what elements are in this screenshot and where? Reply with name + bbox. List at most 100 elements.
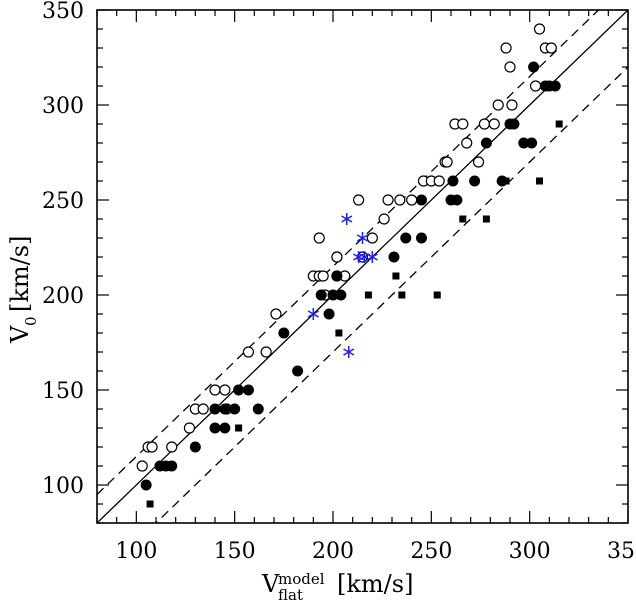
y-tick-label: 300	[42, 94, 84, 119]
open-circle-point	[472, 156, 485, 168]
x-tick-label: 250	[410, 539, 452, 564]
open-circle-point	[209, 384, 221, 396]
x-axis-title: V model flat [km/s]	[261, 570, 413, 604]
filled-circle-point	[508, 118, 520, 130]
filled-circle-point	[166, 460, 178, 472]
x-tick-label: 100	[115, 539, 157, 564]
filled-square-point	[235, 424, 243, 432]
filled-circle-point	[189, 441, 201, 453]
filled-square-point	[398, 291, 406, 299]
y-axis-title-subscript: 0	[22, 316, 40, 326]
open-circle-point	[506, 99, 518, 111]
identity-line	[97, 10, 628, 523]
open-circle-point	[146, 441, 158, 453]
filled-circle-point	[526, 137, 538, 149]
open-circle-point	[378, 213, 390, 225]
open-circle-point	[197, 403, 209, 415]
open-circle-point	[317, 270, 329, 282]
filled-circle-point	[140, 479, 152, 491]
x-axis-title-main: V	[261, 570, 280, 598]
filled-square-point	[364, 291, 372, 299]
y-tick-label: 350	[42, 0, 84, 24]
open-circle-point	[488, 118, 500, 130]
x-axis-title-superscript: model	[278, 570, 325, 588]
filled-circle-point	[252, 403, 264, 415]
filled-circle-point	[233, 384, 245, 396]
asterisk-point	[343, 346, 355, 358]
open-circle-point	[136, 460, 148, 472]
open-circle-point	[331, 251, 343, 263]
filled-circle-point	[278, 327, 290, 339]
open-circle-point	[242, 346, 255, 358]
filled-circle-point	[315, 289, 327, 301]
y-tick-label: 250	[42, 189, 84, 214]
filled-circle-point	[219, 422, 231, 434]
reference-lines	[97, 10, 628, 523]
x-axis-title-units: [km/s]	[337, 570, 413, 598]
dashed-reference-line	[97, 10, 600, 495]
filled-circle-point	[416, 194, 427, 206]
y-axis-title-main: V	[6, 325, 34, 344]
filled-circle-point	[209, 422, 221, 434]
data-points	[136, 23, 563, 508]
filled-square-point	[536, 177, 543, 185]
filled-circle-point	[219, 403, 231, 415]
open-circle-point	[352, 194, 365, 206]
open-circle-point	[260, 346, 272, 358]
open-circle-point	[529, 80, 542, 92]
filled-circle-point	[416, 232, 427, 244]
asterisk-point	[341, 213, 353, 225]
filled-circle-point	[242, 384, 254, 396]
y-axis-title-units: [km/s]	[6, 236, 34, 312]
open-circle-point	[441, 156, 453, 168]
filled-square-point	[146, 500, 154, 508]
y-axis-title: V 0 [km/s]	[6, 236, 40, 344]
filled-circle-point	[292, 365, 304, 377]
open-circle-point	[545, 42, 557, 54]
filled-circle-point	[528, 61, 540, 73]
open-circle-point	[219, 384, 231, 396]
open-circle-point	[478, 118, 491, 130]
open-circle-point	[382, 194, 394, 206]
filled-square-point	[433, 291, 441, 299]
y-tick-label: 150	[42, 379, 84, 404]
filled-square-point	[482, 215, 490, 223]
open-circle-point	[183, 422, 196, 434]
asterisk-point	[307, 308, 319, 320]
filled-circle-point	[229, 403, 241, 415]
x-tick-label: 300	[509, 539, 551, 564]
asterisk-point	[366, 251, 378, 263]
open-circle-point	[313, 232, 325, 244]
open-circle-point	[457, 118, 469, 130]
plot-frame	[96, 9, 629, 524]
x-tick-label: 200	[312, 539, 354, 564]
filled-circle-point	[469, 175, 481, 187]
x-tick-label: 350	[607, 539, 636, 564]
filled-circle-point	[388, 251, 400, 263]
open-circle-point	[270, 308, 282, 320]
asterisk-point	[356, 232, 369, 244]
open-circle-point	[533, 23, 546, 35]
filled-circle-point	[447, 175, 459, 187]
filled-circle-point	[323, 308, 335, 320]
filled-square-point	[392, 272, 400, 280]
filled-circle-point	[335, 289, 347, 301]
filled-circle-point	[480, 137, 492, 149]
filled-circle-point	[451, 194, 463, 206]
open-circle-point	[166, 441, 178, 453]
open-circle-point	[500, 42, 512, 54]
open-circle-point	[492, 99, 504, 111]
open-circle-point	[394, 194, 406, 206]
filled-circle-point	[400, 232, 412, 244]
open-circle-point	[433, 175, 445, 187]
open-circle-point	[461, 137, 473, 149]
filled-circle-point	[209, 403, 221, 415]
dashed-reference-line	[155, 66, 628, 523]
y-tick-label: 200	[42, 284, 84, 309]
y-tick-label: 100	[42, 474, 84, 499]
filled-circle-point	[331, 270, 343, 282]
axis-ticks	[96, 9, 629, 524]
x-axis-title-subscript: flat	[278, 586, 303, 604]
tick-labels: 100 150 200 250 300 350 100 150 200 250 300 350	[42, 0, 636, 564]
